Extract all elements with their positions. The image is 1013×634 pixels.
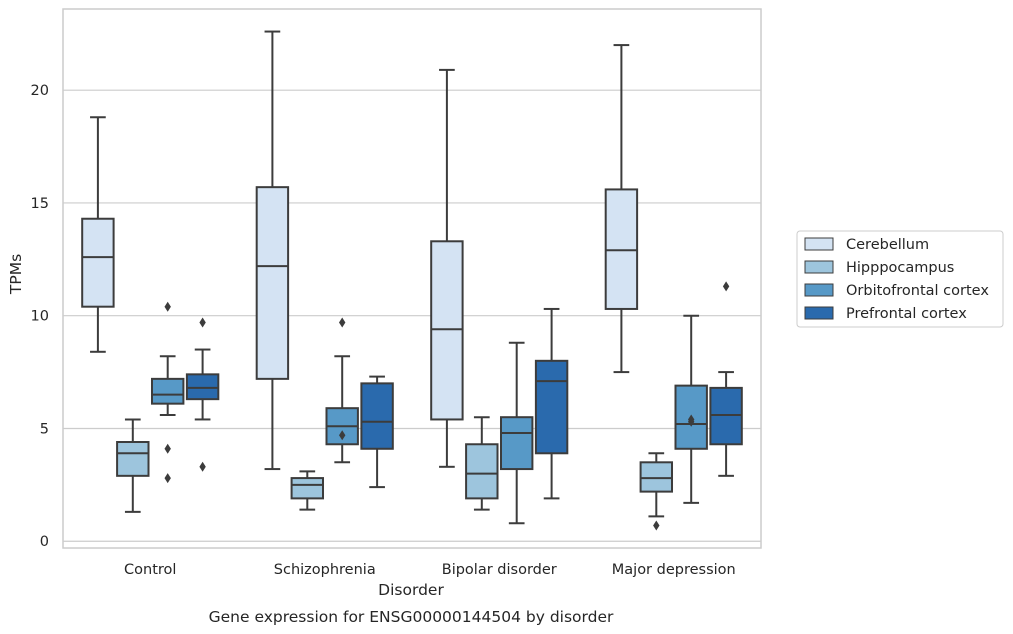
box-group [674, 314, 708, 504]
box-iqr [360, 382, 394, 450]
box-iqr [116, 441, 150, 477]
box-group [185, 317, 220, 472]
legend-label: Cerebellum [846, 237, 929, 253]
box-iqr [150, 377, 185, 405]
box-iqr [499, 416, 534, 471]
box-iqr [604, 188, 639, 310]
box-iqr [255, 186, 290, 380]
gridlines [63, 89, 761, 542]
box-group [290, 470, 325, 511]
legend-swatch [804, 237, 834, 251]
box-group [360, 375, 394, 489]
outlier-point [722, 281, 730, 292]
y-tick-label: 10 [31, 309, 49, 325]
outlier-point [199, 317, 206, 328]
outlier-point [164, 301, 171, 312]
outlier-point [199, 461, 206, 472]
outlier-point [164, 443, 171, 454]
x-tick-label: Major depression [612, 562, 736, 578]
box-group [465, 416, 499, 511]
box-group [499, 341, 534, 525]
box-marks [81, 30, 743, 531]
box-group [81, 116, 115, 353]
outlier-point [339, 317, 346, 328]
x-tick-label: Schizophrenia [274, 562, 376, 578]
x-tick-label: Bipolar disorder [442, 562, 557, 578]
box-iqr [430, 240, 464, 421]
box-iqr [639, 461, 674, 493]
legend-label: Prefrontal cortex [846, 306, 967, 322]
box-group [255, 30, 290, 471]
legend-swatch [804, 306, 834, 320]
box-group [639, 452, 674, 531]
outlier-point [653, 520, 660, 531]
box-iqr [465, 443, 499, 500]
box-group [325, 317, 359, 464]
legend-swatch [804, 283, 834, 297]
legend-label: Orbitofrontal cortex [846, 283, 989, 299]
outlier-point [164, 473, 171, 484]
box-iqr [185, 373, 220, 401]
plot-frame [62, 8, 762, 549]
outlier-point [339, 430, 346, 441]
legend-swatch [804, 260, 834, 274]
outlier-point [688, 414, 695, 425]
y-tick-label: 5 [40, 421, 49, 437]
box-group [430, 68, 464, 468]
y-tick-labels: 0 5 10 15 20 [31, 83, 49, 550]
box-group [534, 307, 569, 500]
box-group [116, 418, 150, 513]
x-axis-title: Disorder [378, 581, 444, 599]
y-tick-label: 0 [40, 534, 49, 550]
box-iqr [290, 477, 325, 500]
box-group [709, 281, 743, 477]
legend-frame [796, 230, 1004, 328]
legend-label: Hipppocampus [846, 260, 954, 276]
box-iqr [81, 217, 115, 308]
y-tick-label: 15 [31, 196, 49, 212]
y-tick-label: 20 [31, 83, 49, 99]
x-tick-labels: Control Schizophrenia Bipolar disorder Majo… [124, 562, 736, 578]
box-iqr [709, 386, 743, 446]
legend: Cerebellum Hipppocampus Orbitofrontal cort… [796, 230, 1004, 328]
box-group [150, 301, 185, 484]
y-axis-title: TPMs [7, 254, 25, 295]
x-tick-label: Control [124, 562, 176, 578]
box-iqr [534, 359, 569, 455]
chart-caption: Gene expression for ENSG00000144504 by d… [209, 608, 614, 626]
box-group [604, 44, 639, 374]
